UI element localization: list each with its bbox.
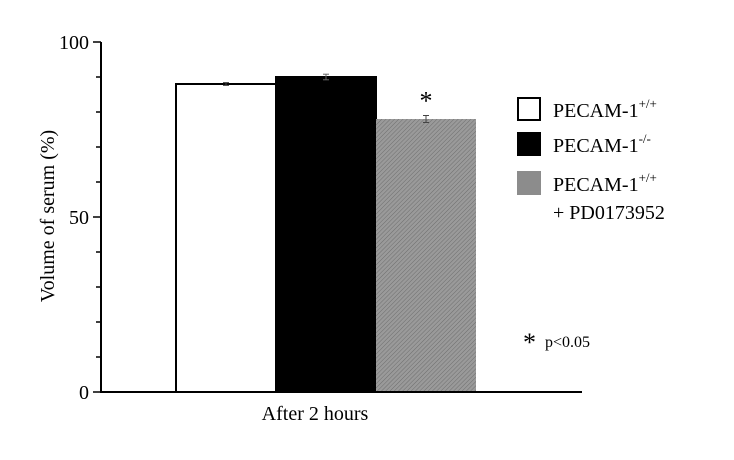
legend-swatch [517,171,541,195]
significance-star: * [420,87,433,116]
y-tick-label: 0 [79,382,89,404]
legend-swatch [517,132,541,156]
legend-label: PECAM-1+/+ [553,170,657,196]
legend-label: PECAM-1-/- [553,131,651,157]
legend-label: PECAM-1+/+ [553,96,657,122]
legend: PECAM-1+/+ PECAM-1-/- PECAM-1+/+ + PD017395… [517,96,665,224]
x-category-label: After 2 hours [262,403,369,425]
y-axis-title: Volume of serum (%) [37,130,59,302]
y-tick-label: 100 [59,32,89,54]
bar [275,76,377,393]
significance-note-star: * [523,328,536,357]
bar [376,119,476,392]
significance-note-text: p<0.05 [545,334,590,351]
legend-label-line2: + PD0173952 [553,202,665,224]
y-tick-label: 50 [69,207,89,229]
bar [175,83,277,393]
legend-swatch [517,97,541,121]
plot-area: 0 50 100 * [59,32,476,404]
significance-note: * p<0.05 [523,328,590,357]
